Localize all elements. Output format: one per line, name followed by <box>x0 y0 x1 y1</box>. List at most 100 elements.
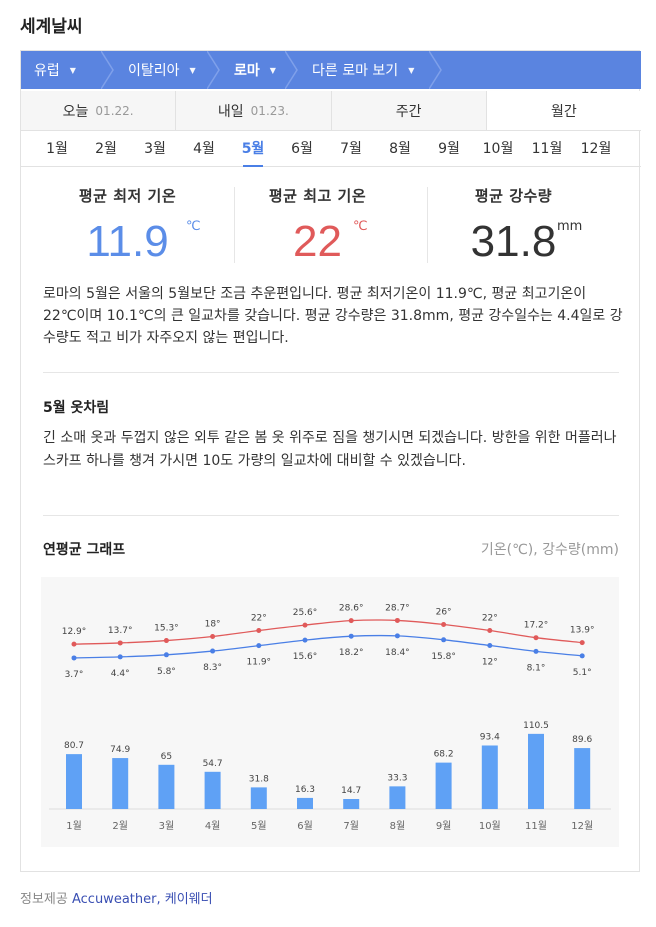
breadcrumb-separator-icon <box>429 51 443 89</box>
min-temp-point <box>348 633 354 639</box>
month-selector: 1월 2월 3월 4월 5월 6월 7월 8월 9월 10월 11월 12월 <box>21 131 641 167</box>
tab-label: 내일 <box>217 103 244 120</box>
rain-value-label: 80.7 <box>64 741 84 751</box>
tab-label: 주간 <box>395 103 422 120</box>
breadcrumb-separator-icon <box>207 51 221 89</box>
breadcrumb-label: 다른 로마 보기 <box>312 63 399 79</box>
tab-label: 월간 <box>550 103 577 120</box>
annual-chart-svg: 12.9° 13.7° 15.3° 18° 22° 25.6° 28.6° 28.7° 26° 2… <box>49 603 611 832</box>
rain-bar <box>158 764 175 809</box>
chevron-down-icon: ▼ <box>269 65 276 75</box>
max-temp-label: 15.3° <box>154 624 179 634</box>
month-tab-12[interactable]: 12월 <box>580 141 612 157</box>
period-tabs: 오늘 01.22. 내일 01.23. 주간 월간 <box>21 91 641 131</box>
breadcrumb-label: 유럽 <box>34 63 60 79</box>
max-temp-label: 12.9° <box>62 627 87 637</box>
max-temp-label: 13.7° <box>108 626 133 636</box>
max-temp-point <box>533 635 539 641</box>
max-temp-label: 22° <box>251 614 267 624</box>
min-temp-point <box>394 633 400 639</box>
tab-weekly[interactable]: 주간 <box>332 91 487 130</box>
rain-bar <box>574 748 591 809</box>
breadcrumb-city[interactable]: 로마 ▼ <box>221 51 285 89</box>
breadcrumb-label: 이탈리아 <box>128 63 180 79</box>
outfit-text: 긴 소매 옷과 두껍지 않은 외투 같은 봄 옷 위주로 짐을 챙기시면 되겠습… <box>43 430 617 469</box>
month-tab-8[interactable]: 8월 <box>389 141 411 157</box>
breadcrumb: 유럽 ▼ 이탈리아 ▼ 로마 ▼ 다른 로마 보기 ▼ <box>21 51 641 89</box>
month-tab-9[interactable]: 9월 <box>438 141 460 157</box>
chevron-down-icon: ▼ <box>69 65 76 75</box>
outfit-title: 5월 옷차림 <box>43 400 110 416</box>
month-tick-label: 4월 <box>205 820 221 832</box>
max-temp-point <box>302 622 308 628</box>
tab-monthly[interactable]: 월간 <box>486 91 641 130</box>
rain-value-label: 74.9 <box>110 745 130 755</box>
breadcrumb-country[interactable]: 이탈리아 ▼ <box>115 51 207 89</box>
max-temp-label: 28.7° <box>385 603 410 613</box>
min-temp-point <box>210 648 216 654</box>
month-tab-3[interactable]: 3월 <box>144 141 166 157</box>
max-temp-point <box>394 617 400 623</box>
rain-value-label: 31.8 <box>249 774 269 784</box>
page-title: 세계날씨 <box>20 17 83 37</box>
month-tab-10[interactable]: 10월 <box>482 141 514 157</box>
max-temp-label: 18° <box>205 620 221 630</box>
graph-units: 기온(℃), 강수량(mm) <box>480 542 619 558</box>
stat-label: 평균 최저 기온 <box>78 187 177 205</box>
min-temp-label: 11.9° <box>247 658 272 668</box>
month-tab-6[interactable]: 6월 <box>291 141 313 157</box>
max-temp-point <box>256 628 262 633</box>
month-tab-11[interactable]: 11월 <box>531 141 563 157</box>
stat-min-temp: 평균 최저 기온 11.9 ℃ <box>31 185 224 266</box>
month-tab-5[interactable]: 5월 <box>233 131 273 167</box>
rain-value-label: 54.7 <box>203 759 223 769</box>
min-temp-point <box>163 652 169 658</box>
rain-bar <box>435 762 452 809</box>
min-temp-point <box>256 643 262 649</box>
rain-bar <box>389 786 406 809</box>
month-tick-label: 10월 <box>479 820 501 832</box>
tab-today[interactable]: 오늘 01.22. <box>21 91 177 130</box>
max-temp-point <box>163 638 169 644</box>
stat-max-temp: 평균 최고 기온 22 ℃ <box>221 185 414 266</box>
month-tab-1[interactable]: 1월 <box>46 141 68 157</box>
max-temp-label: 17.2° <box>524 621 549 631</box>
tab-tomorrow[interactable]: 내일 01.23. <box>176 91 332 130</box>
max-temp-label: 28.6° <box>339 604 364 614</box>
month-tab-2[interactable]: 2월 <box>95 141 117 157</box>
rain-bar <box>250 787 267 809</box>
max-temp-label: 13.9° <box>570 626 595 636</box>
min-temp-point <box>117 654 123 660</box>
graph-title: 연평균 그래프 <box>43 542 126 558</box>
rain-value-label: 16.3 <box>295 785 315 795</box>
stat-label: 평균 최고 기온 <box>268 187 367 205</box>
min-temp-label: 15.6° <box>293 652 318 662</box>
source-link-kweather[interactable]: 케이웨더 <box>164 892 213 907</box>
max-temp-point <box>210 634 216 639</box>
min-temp-value: 11.9 <box>86 217 169 266</box>
min-temp-label: 4.4° <box>111 669 130 679</box>
min-temp-point <box>579 653 585 659</box>
month-tick-label: 11월 <box>525 820 547 832</box>
footer: 정보제공 Accuweather, 케이웨더 <box>20 888 213 907</box>
rain-bar <box>297 797 313 809</box>
rain-value-label: 89.6 <box>572 735 592 745</box>
min-temp-label: 18.4° <box>385 648 410 658</box>
month-tab-7[interactable]: 7월 <box>340 141 362 157</box>
month-tick-label: 9월 <box>436 820 452 832</box>
chevron-down-icon: ▼ <box>408 65 415 75</box>
month-tab-4[interactable]: 4월 <box>193 141 215 157</box>
breadcrumb-region[interactable]: 유럽 ▼ <box>21 51 101 89</box>
max-temp-point <box>487 628 493 633</box>
rain-bar <box>66 754 82 809</box>
breadcrumb-other-city[interactable]: 다른 로마 보기 ▼ <box>299 51 429 89</box>
month-tick-label: 8월 <box>390 820 406 832</box>
rainfall-value: 31.8 <box>470 217 557 266</box>
divider <box>43 515 619 516</box>
min-temp-label: 12° <box>482 658 498 668</box>
source-link-accuweather[interactable]: Accuweather, <box>71 892 161 907</box>
rain-value-label: 33.3 <box>387 773 407 783</box>
breadcrumb-separator-icon <box>101 51 115 89</box>
max-temp-point <box>117 640 123 646</box>
stat-rainfall: 평균 강수량 31.8 mm <box>417 185 610 266</box>
